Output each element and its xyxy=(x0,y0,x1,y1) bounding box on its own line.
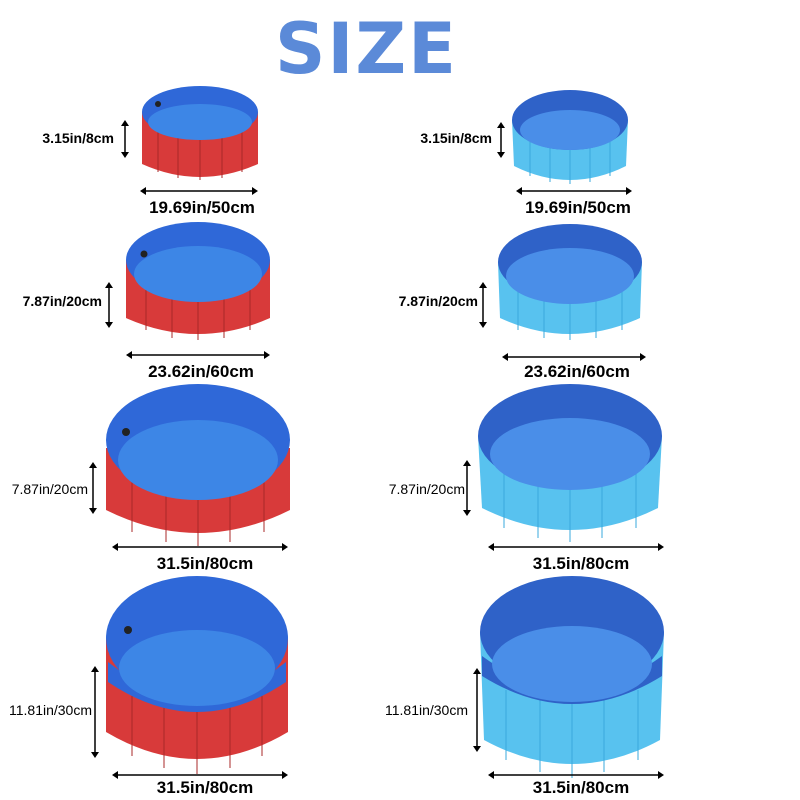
height-label: 7.87in/20cm xyxy=(398,293,478,309)
height-label: 11.81in/30cm xyxy=(384,702,468,718)
height-label: 3.15in/8cm xyxy=(42,130,114,146)
height-arrow-icon xyxy=(496,122,506,158)
height-label: 7.87in/20cm xyxy=(22,293,102,309)
width-arrow-icon xyxy=(488,542,664,552)
width-arrow-icon xyxy=(140,186,258,196)
height-label: 7.87in/20cm xyxy=(388,481,465,497)
height-arrow-icon xyxy=(88,462,98,514)
width-label: 19.69in/50cm xyxy=(525,198,631,217)
width-label: 31.5in/80cm xyxy=(156,778,254,797)
height-arrow-icon xyxy=(478,282,488,328)
width-arrow-icon xyxy=(112,770,288,780)
height-arrow-icon xyxy=(90,666,100,758)
width-arrow-icon xyxy=(502,352,646,362)
width-arrow-icon xyxy=(488,770,664,780)
pool-red-large xyxy=(102,380,294,548)
height-arrow-icon xyxy=(104,282,114,328)
height-label: 11.81in/30cm xyxy=(8,702,92,718)
pool-red-medium xyxy=(122,218,274,342)
pool-red-small xyxy=(138,82,262,182)
height-arrow-icon xyxy=(462,460,472,516)
height-arrow-icon xyxy=(472,668,482,752)
width-arrow-icon xyxy=(126,350,270,360)
width-label: 31.5in/80cm xyxy=(532,554,630,573)
width-arrow-icon xyxy=(516,186,632,196)
size-title: SIZE xyxy=(274,8,459,90)
width-label: 23.62in/60cm xyxy=(524,362,630,381)
width-label: 31.5in/80cm xyxy=(156,554,254,573)
height-label: 3.15in/8cm xyxy=(420,130,492,146)
width-label: 31.5in/80cm xyxy=(532,778,630,797)
pool-blue-medium xyxy=(494,222,646,344)
width-label: 19.69in/50cm xyxy=(149,198,255,217)
pool-blue-xlarge xyxy=(476,572,668,782)
width-label: 23.62in/60cm xyxy=(148,362,254,381)
height-arrow-icon xyxy=(120,120,130,158)
pool-blue-small xyxy=(510,86,630,188)
pool-blue-large xyxy=(474,382,666,544)
height-label: 7.87in/20cm xyxy=(11,481,88,497)
width-arrow-icon xyxy=(112,542,288,552)
pool-red-xlarge xyxy=(102,572,292,780)
